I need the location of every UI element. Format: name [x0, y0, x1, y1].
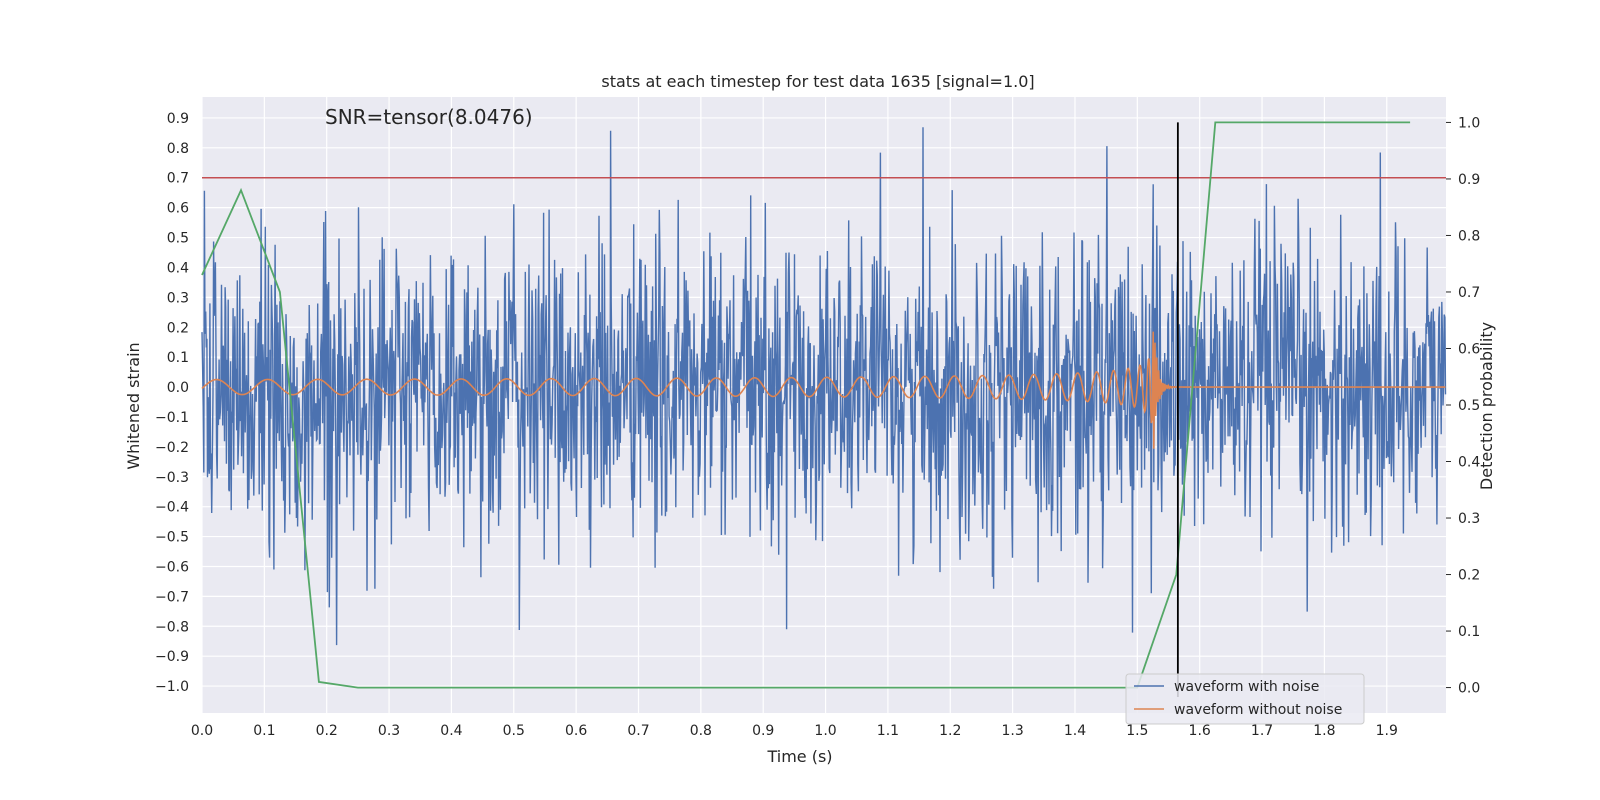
x-tick-label: 0.4: [440, 723, 462, 739]
x-tick-label: 0.8: [690, 723, 712, 739]
y-tick-label: 0.2: [167, 320, 189, 336]
y-tick-label: 0.7: [167, 171, 189, 187]
y-tick-label: −0.7: [155, 589, 189, 605]
x-tick-label: 1.7: [1251, 723, 1273, 739]
y2-tick-label: 0.2: [1458, 568, 1480, 584]
x-tick-label: 1.3: [1001, 723, 1023, 739]
y-tick-label: −0.6: [155, 559, 189, 575]
y-tick-label: 0.0: [167, 380, 189, 396]
y2-tick-label: 0.0: [1458, 681, 1480, 697]
y-tick-label: 0.1: [167, 350, 189, 366]
x-tick-label: 0.6: [565, 723, 587, 739]
y2-tick-label: 0.5: [1458, 398, 1480, 414]
y-tick-label: −0.4: [155, 500, 189, 516]
x-tick-label: 0.2: [316, 723, 338, 739]
x-tick-label: 0.0: [191, 723, 213, 739]
series-waveform-with-noise: [201, 127, 1447, 646]
y2-tick-label: 0.4: [1458, 455, 1480, 471]
y-ticks: −1.0 −0.9 −0.8 −0.7 −0.6 −0.5 −0.4 −0.3 −0.2 −0.1…: [155, 111, 189, 695]
x-tick-label: 1.9: [1376, 723, 1398, 739]
y-tick-label: −0.5: [155, 530, 189, 546]
y-tick-label: 0.6: [167, 201, 189, 217]
y-axis-label: Whitened strain: [124, 342, 143, 469]
legend-label-without-noise: waveform without noise: [1174, 702, 1342, 718]
x-tick-label: 1.5: [1126, 723, 1148, 739]
x-tick-label: 0.7: [627, 723, 649, 739]
y2-tick-label: 0.8: [1458, 228, 1480, 244]
y2-tick-label: 1.0: [1458, 115, 1480, 131]
y-tick-label: −1.0: [155, 679, 189, 695]
y-tick-label: 0.5: [167, 231, 189, 247]
chart-title: stats at each timestep for test data 163…: [601, 72, 1034, 91]
y2-tick-label: 0.7: [1458, 285, 1480, 301]
y-tick-label: 0.8: [167, 141, 189, 157]
y-tick-label: −0.2: [155, 440, 189, 456]
y2-axis-label: Detection probability: [1477, 322, 1496, 490]
x-tick-label: 1.4: [1064, 723, 1086, 739]
x-tick-label: 1.2: [939, 723, 961, 739]
y-tick-label: −0.3: [155, 470, 189, 486]
y-tick-label: −0.9: [155, 649, 189, 665]
series-detection-probability: [201, 121, 1411, 689]
snr-annotation: SNR=tensor(8.0476): [325, 105, 533, 129]
y-tick-label: −0.1: [155, 410, 189, 426]
x-tick-label: 0.9: [752, 723, 774, 739]
y2-tick-label: 0.9: [1458, 172, 1480, 188]
x-tick-label: 0.5: [503, 723, 525, 739]
series-waveform-without-noise: [201, 331, 1446, 449]
x-tick-label: 1.0: [814, 723, 836, 739]
legend: waveform with noise waveform without noi…: [1125, 673, 1365, 725]
grid: [201, 97, 1446, 713]
y-tick-label: 0.4: [167, 260, 189, 276]
x-tick-label: 1.1: [877, 723, 899, 739]
x-ticks: 0.0 0.1 0.2 0.3 0.4 0.5 0.6 0.7 0.8 0.9 1.0 1.1 1.2 1…: [191, 723, 1398, 739]
y-tick-label: 0.3: [167, 290, 189, 306]
x-axis-label: Time (s): [766, 747, 832, 766]
y2-tick-label: 0.6: [1458, 341, 1480, 357]
legend-label-with-noise: waveform with noise: [1174, 679, 1319, 695]
y2-tick-label: 0.1: [1458, 624, 1480, 640]
y-tick-label: −0.8: [155, 619, 189, 635]
y-tick-label: 0.9: [167, 111, 189, 127]
x-tick-label: 0.1: [253, 723, 275, 739]
legend-box: [1125, 673, 1365, 725]
x-tick-label: 1.8: [1313, 723, 1335, 739]
y2-tick-label: 0.3: [1458, 511, 1480, 527]
series-layer: [201, 121, 1447, 697]
x-tick-label: 1.6: [1189, 723, 1211, 739]
x-tick-label: 0.3: [378, 723, 400, 739]
y2-ticks: 0.0 0.1 0.2 0.3 0.4 0.5 0.6 0.7 0.8 0.9 1.0: [1446, 115, 1480, 697]
